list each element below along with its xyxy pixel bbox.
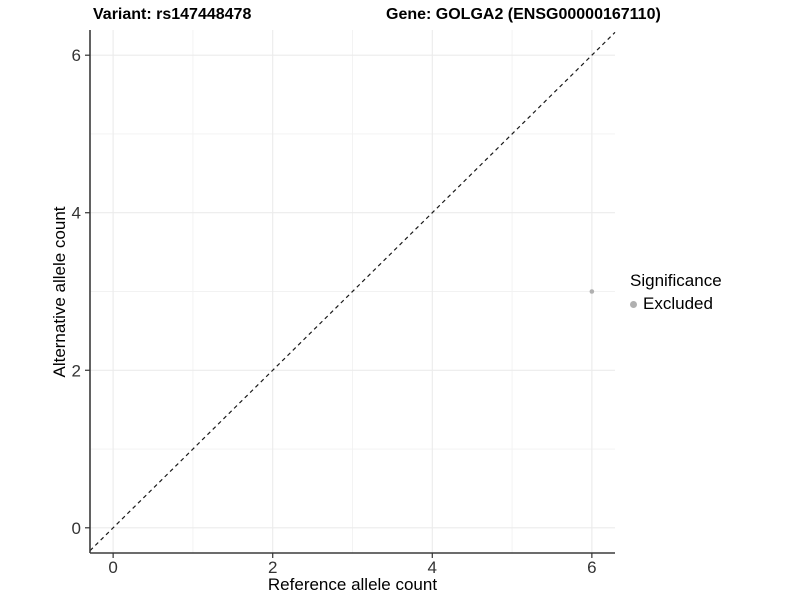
x-tick-label: 4 — [428, 558, 437, 577]
x-axis-title: Reference allele count — [267, 575, 438, 594]
x-tick-label: 6 — [587, 558, 596, 577]
y-tick-label: 6 — [72, 46, 81, 65]
y-tick-label: 4 — [72, 204, 81, 223]
plot-title-variant: Variant: rs147448478 — [93, 6, 252, 23]
legend-item-label: Excluded — [643, 294, 713, 313]
x-tick-label: 2 — [268, 558, 277, 577]
legend-title: Significance — [630, 271, 722, 290]
legend-item-excluded: Excluded — [630, 294, 722, 314]
identity-line — [89, 31, 616, 552]
y-axis-title: Alternative allele count — [50, 206, 69, 378]
legend: Significance Excluded — [630, 271, 722, 314]
plot-title-gene: Gene: GOLGA2 (ENSG00000167110) — [386, 6, 661, 23]
y-tick-label: 2 — [72, 361, 81, 380]
data-point-excluded — [589, 289, 595, 294]
x-tick-label: 0 — [108, 558, 117, 577]
excluded-point-icon — [630, 300, 637, 308]
y-tick-label: 0 — [72, 519, 81, 538]
